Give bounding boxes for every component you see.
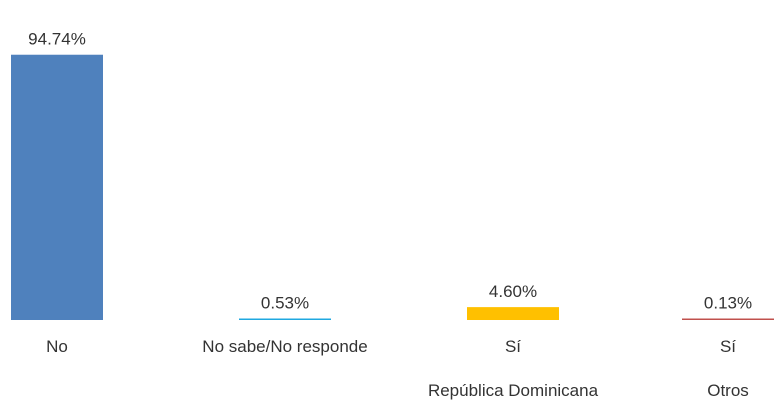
category-label-2-line-1: No sabe/No responde — [202, 337, 367, 356]
data-label-3: 4.60% — [489, 282, 537, 301]
category-label-3-line-1: Sí — [505, 337, 521, 356]
category-label-4-line-1: Sí — [720, 337, 736, 356]
data-label-2: 0.53% — [261, 294, 309, 313]
bar-1 — [11, 54, 103, 321]
bar-3 — [467, 307, 559, 320]
category-label-1-line-1: No — [46, 337, 68, 356]
data-labels-group: 94.74% 0.53% 4.60% 0.13% — [28, 30, 752, 313]
category-label-4-line-2: Otros — [707, 381, 749, 400]
data-label-4: 0.13% — [704, 294, 752, 313]
bar-2 — [239, 318, 331, 320]
data-label-1: 94.74% — [28, 30, 86, 49]
category-label-3-line-2: República Dominicana — [428, 381, 599, 400]
bar-4 — [682, 318, 774, 320]
category-labels-group: No No sabe/No responde Sí República Dominic… — [46, 337, 749, 400]
bars-group — [11, 54, 774, 321]
